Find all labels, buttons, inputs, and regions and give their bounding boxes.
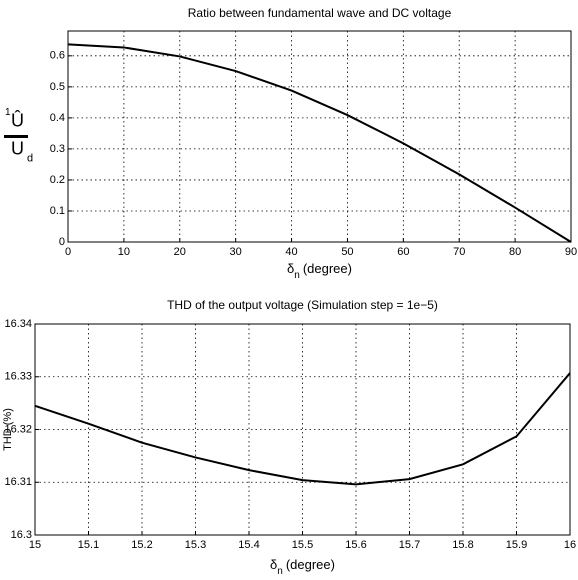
y-tick-label: 16.34 — [4, 318, 32, 330]
chart-title: Ratio between fundamental wave and DC vo… — [188, 6, 452, 20]
label-text: (degree) — [286, 557, 335, 572]
plot-frame — [34, 323, 571, 536]
y-tick-label: 16.3 — [11, 529, 32, 541]
y-label-denominator: U — [11, 138, 24, 158]
y-label-superscript: 1 — [5, 107, 11, 118]
y-label-subscript: d — [27, 152, 33, 164]
x-tick-label: 15.3 — [185, 539, 206, 551]
y-tick-label: 0 — [59, 236, 65, 248]
x-tick-label: 80 — [509, 246, 521, 258]
y-tick-label: 0.5 — [50, 81, 65, 93]
x-tick-label: 15.4 — [238, 539, 259, 551]
symbol: δ — [287, 261, 294, 276]
y-tick-label: 16.33 — [4, 371, 32, 383]
x-axis-label: δn (degree) — [270, 557, 335, 576]
x-tick-label: 20 — [174, 246, 186, 258]
y-tick-label: 0.4 — [50, 112, 65, 124]
y-tick-label: 16.31 — [4, 476, 32, 488]
line — [34, 372, 571, 486]
x-tick-label: 15 — [29, 539, 41, 551]
x-tick-label: 60 — [397, 246, 409, 258]
x-tick-label: 0 — [65, 246, 71, 258]
y-tick-label: 0.1 — [50, 205, 65, 217]
y-tick-label: 0.3 — [50, 143, 65, 155]
subscript: n — [294, 270, 300, 281]
x-tick-label: 15.2 — [131, 539, 152, 551]
x-tick-label: 70 — [453, 246, 465, 258]
x-tick-label: 15.9 — [506, 539, 527, 551]
x-tick-label: 15.6 — [345, 539, 366, 551]
plot-frame — [67, 30, 572, 243]
x-tick-label: 30 — [230, 246, 242, 258]
subscript: n — [277, 566, 283, 577]
y-label-numerator: Û — [11, 109, 24, 130]
x-tick-label: 15.8 — [452, 539, 473, 551]
y-axis-label: THD (%) — [2, 408, 14, 451]
line — [67, 43, 572, 243]
x-axis-label: δn (degree) — [287, 261, 352, 280]
x-tick-label: 90 — [565, 246, 577, 258]
x-tick-label: 16 — [564, 539, 576, 551]
y-tick-label: 16.32 — [4, 423, 32, 435]
y-tick-label: 0.2 — [50, 174, 65, 186]
x-tick-label: 40 — [285, 246, 297, 258]
x-tick-label: 15.5 — [292, 539, 313, 551]
symbol: δ — [270, 557, 277, 572]
chart-title: THD of the output voltage (Simulation st… — [167, 298, 438, 312]
y-tick-label: 0.6 — [50, 50, 65, 62]
x-tick-label: 50 — [341, 246, 353, 258]
label-text: (degree) — [303, 261, 352, 276]
x-tick-label: 15.1 — [78, 539, 99, 551]
x-tick-label: 10 — [118, 246, 130, 258]
x-tick-label: 15.7 — [399, 539, 420, 551]
